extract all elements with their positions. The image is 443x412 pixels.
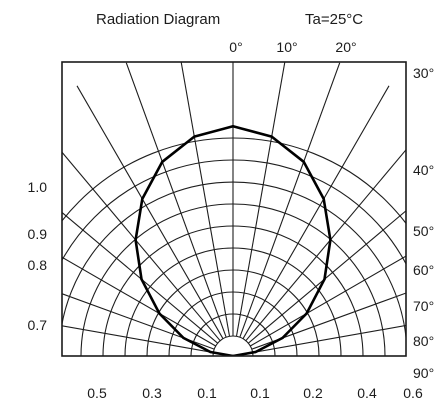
grid-radial-10 [235, 62, 286, 337]
data-point-15 [305, 312, 308, 315]
grid-radial-m50 [62, 211, 219, 344]
angle-label-right-1: 40° [413, 162, 434, 178]
data-point-3 [158, 312, 161, 315]
grid-radial-m10 [180, 62, 231, 337]
bottom-label-6: 0.6 [403, 385, 423, 401]
bottom-label-2: 0.1 [197, 385, 217, 401]
bottom-label-5: 0.4 [357, 385, 377, 401]
temperature-condition: Ta=25°C [305, 11, 363, 28]
data-point-8 [193, 135, 196, 138]
angle-label-top-2: 20° [335, 39, 356, 55]
data-point-2 [182, 336, 185, 340]
data-point-5 [134, 238, 137, 242]
data-point-17 [254, 350, 257, 354]
grid-radial-50 [247, 210, 406, 344]
tick-labels: 0° 10° 20° 30° 40° 50° 60° 70° 80° 90° 1.0 0.9 0.8 0.… [28, 39, 435, 401]
bottom-label-1: 0.3 [142, 385, 162, 401]
data-point-9 [231, 125, 235, 128]
angle-label-right-4: 70° [413, 298, 434, 314]
data-point-16 [281, 336, 284, 340]
bottom-label-4: 0.2 [303, 385, 323, 401]
grid-radial-m80 [62, 325, 214, 354]
radial-label-left-2: 0.8 [28, 257, 48, 273]
grid-radial-70 [251, 292, 406, 350]
grid-arc-1 [212, 335, 254, 356]
grid-radial-m20 [125, 62, 227, 338]
bottom-label-3: 0.1 [250, 385, 270, 401]
data-point-10 [270, 135, 273, 138]
angle-label-right-6: 90° [413, 365, 434, 381]
radial-label-left-1: 0.9 [28, 226, 48, 242]
grid-radial-80 [252, 324, 406, 354]
grid-arc-10 [62, 137, 406, 225]
angle-label-right-3: 60° [413, 262, 434, 278]
angle-label-right-5: 80° [413, 333, 434, 349]
grid-radial-60 [250, 255, 406, 347]
radial-label-left-3: 0.7 [28, 317, 48, 333]
angle-label-right-2: 50° [413, 223, 434, 239]
grid-radial-30 [242, 85, 390, 339]
radial-label-left-0: 1.0 [28, 179, 48, 195]
bottom-label-0: 0.5 [87, 385, 107, 401]
data-point-14 [323, 278, 326, 281]
data-point-4 [140, 278, 143, 281]
intensity-curve-layer [134, 125, 332, 356]
chart-title: Radiation Diagram [96, 11, 220, 28]
data-point-1 [209, 350, 212, 354]
data-point-13 [329, 238, 332, 242]
plot-frame [61, 61, 407, 357]
data-point-12 [322, 197, 325, 201]
grid-radial-m60 [62, 256, 216, 347]
polar-grid [62, 62, 406, 356]
angle-label-top-0: 0° [229, 39, 242, 55]
angle-label-top-1: 10° [276, 39, 297, 55]
grid-radial-20 [239, 62, 341, 338]
grid-radial-m30 [76, 85, 224, 339]
grid-radial-40 [245, 148, 406, 342]
data-point-11 [302, 160, 305, 163]
data-point-6 [141, 197, 144, 201]
grid-radial-m40 [62, 151, 221, 342]
grid-radial-m70 [62, 293, 215, 350]
angle-label-right-0: 30° [413, 65, 434, 81]
data-point-7 [161, 160, 164, 163]
